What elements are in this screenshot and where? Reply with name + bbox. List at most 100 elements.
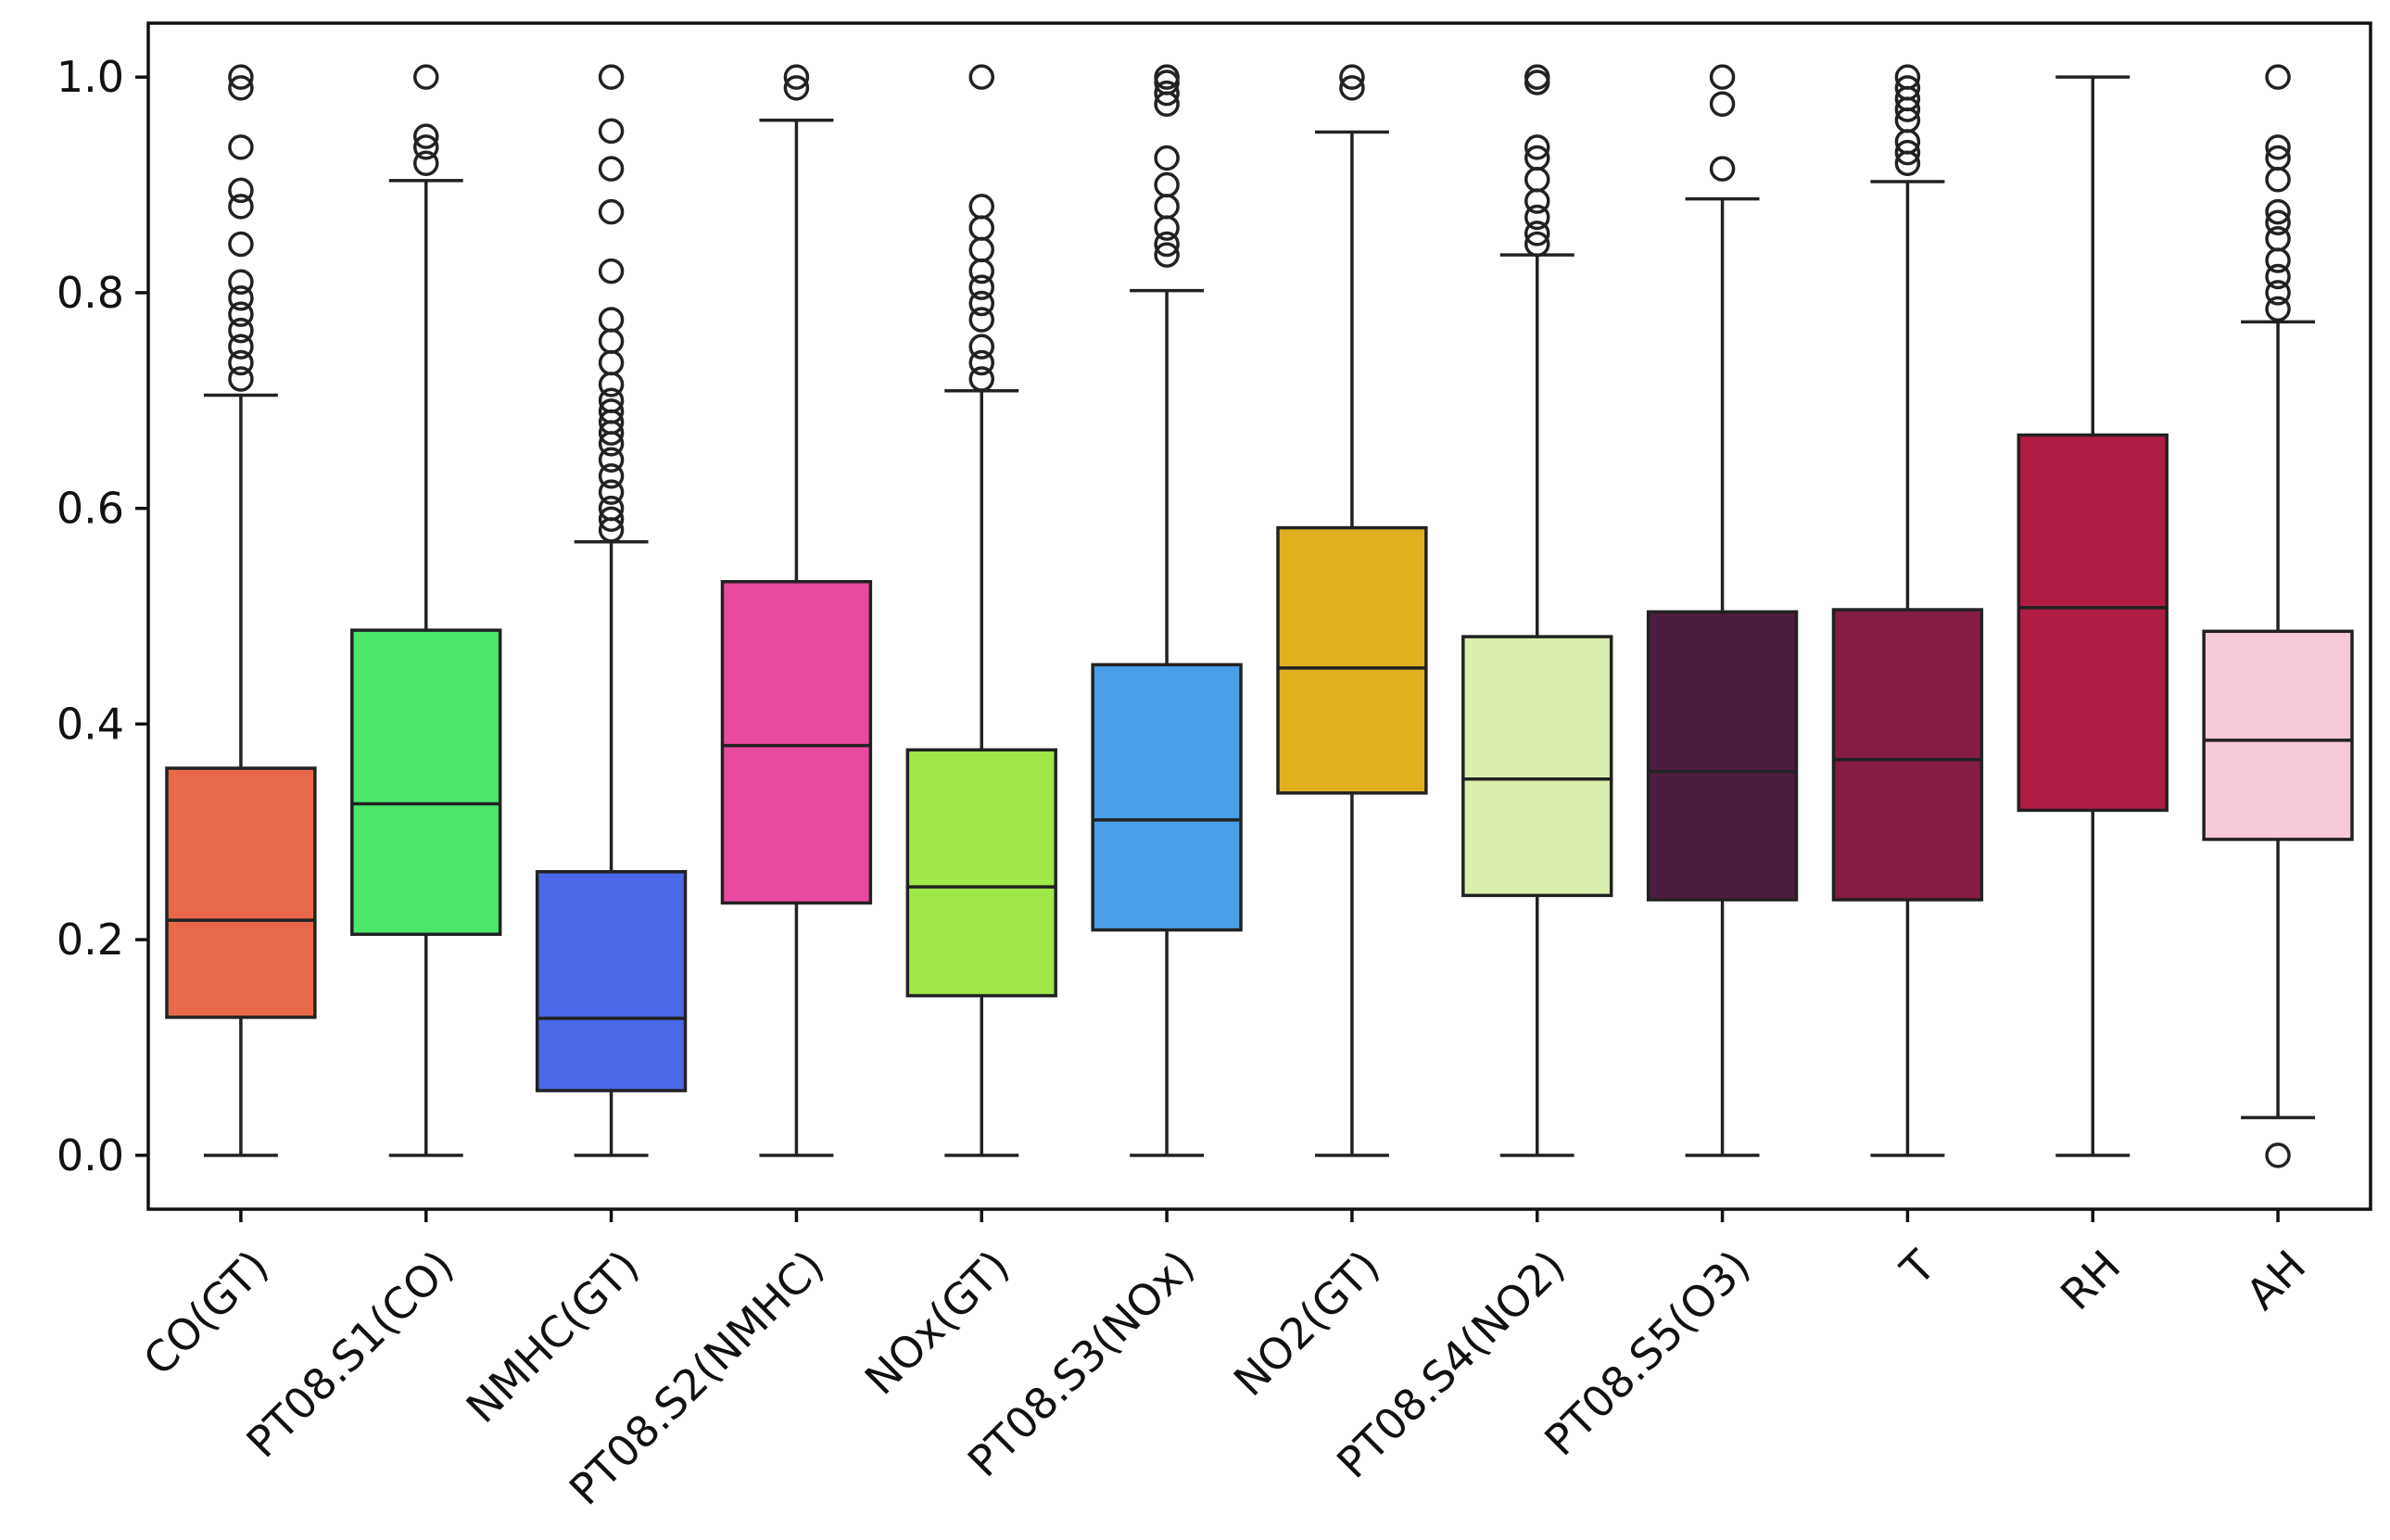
box (2202, 629, 2354, 841)
outlier-point (1154, 171, 1180, 198)
outlier-point (1339, 64, 1365, 90)
outlier-point (598, 258, 625, 284)
y-tick-label: 0.2 (57, 915, 124, 965)
outlier-point (598, 387, 625, 414)
box (1831, 608, 1984, 902)
outlier-point (2265, 134, 2291, 160)
outlier-point (1154, 64, 1180, 90)
outlier-point (968, 236, 994, 263)
y-axis: 0.0 0.2 0.4 0.6 0.8 1.0 (57, 52, 148, 1180)
outlier-point (1709, 91, 1736, 118)
outlier-point (968, 334, 994, 360)
outlier-point (413, 150, 439, 177)
outlier-point (2265, 198, 2291, 225)
outlier-point (783, 64, 810, 90)
box (720, 580, 873, 905)
y-tick-label: 0.4 (57, 699, 124, 749)
outlier-point (968, 307, 994, 333)
outlier-point (968, 366, 994, 392)
x-tick-label: NOx(GT) (855, 1241, 1019, 1405)
x-tick-label: T (1891, 1240, 1945, 1294)
box (350, 628, 502, 937)
outlier-point (2265, 1142, 2291, 1168)
outlier-point (2265, 64, 2291, 90)
outlier-point (1154, 231, 1180, 258)
x-tick-label: NMHC(GT) (457, 1241, 649, 1433)
outlier-point (783, 75, 810, 101)
outlier-point (2265, 247, 2291, 273)
outlier-point (598, 447, 625, 473)
outlier-point (413, 123, 439, 149)
outlier-point (1154, 242, 1180, 268)
outlier-point (1524, 188, 1550, 214)
outlier-point (598, 328, 625, 355)
outlier-point (228, 301, 254, 327)
outlier-point (1154, 145, 1180, 171)
outlier-point (1524, 166, 1550, 193)
box-group (1646, 64, 1799, 1157)
outlier-point (1524, 221, 1550, 246)
outlier-point (968, 215, 994, 241)
outlier-point (228, 366, 254, 392)
x-tick-label: RH (2051, 1241, 2130, 1319)
box (905, 748, 1057, 998)
box-group (2202, 64, 2354, 1168)
outlier-point (413, 134, 439, 160)
box-group (905, 64, 1057, 1157)
x-tick-label: CO(GT) (133, 1241, 278, 1385)
box (1276, 525, 1428, 795)
y-tick-label: 0.8 (57, 268, 124, 318)
box-group (1276, 64, 1428, 1157)
outlier-point (1894, 139, 1921, 166)
outlier-point (228, 64, 254, 90)
box-group (1461, 64, 1613, 1157)
box (1091, 663, 1243, 932)
outlier-point (228, 334, 254, 360)
outlier-point (2265, 166, 2291, 193)
outlier-point (2265, 263, 2291, 290)
outlier-point (2265, 280, 2291, 306)
boxes-layer (165, 64, 2354, 1168)
outlier-point (228, 231, 254, 258)
outlier-point (1524, 231, 1550, 258)
outlier-point (228, 177, 254, 204)
y-tick-label: 0.0 (57, 1130, 124, 1180)
outlier-point (228, 284, 254, 311)
outlier-point (968, 349, 994, 376)
outlier-point (1524, 204, 1550, 231)
outlier-point (228, 317, 254, 344)
outlier-point (228, 75, 254, 101)
outlier-point (1154, 194, 1180, 220)
outlier-point (1339, 75, 1365, 101)
outlier-point (2265, 296, 2291, 322)
box (2017, 433, 2169, 813)
outlier-point (228, 134, 254, 160)
outlier-point (968, 64, 994, 90)
outlier-point (598, 156, 625, 182)
outlier-point (2265, 145, 2291, 171)
y-tick-label: 1.0 (57, 52, 124, 102)
outlier-point (598, 479, 625, 505)
outlier-point (598, 506, 625, 533)
box-group (1831, 64, 1984, 1157)
outlier-point (228, 349, 254, 376)
outlier-point (598, 64, 625, 90)
box (165, 766, 317, 1019)
box-group (535, 64, 688, 1157)
x-tick-label: NO2(GT) (1224, 1241, 1389, 1406)
outlier-point (1709, 156, 1736, 182)
outlier-point (598, 398, 625, 424)
outlier-point (1524, 64, 1550, 90)
outlier-point (2265, 225, 2291, 252)
outlier-point (1154, 80, 1180, 107)
box-group (720, 64, 873, 1157)
outlier-point (968, 274, 994, 300)
outlier-point (598, 118, 625, 145)
box (535, 870, 688, 1092)
outlier-point (1524, 69, 1550, 95)
outlier-point (413, 64, 439, 90)
outlier-point (598, 198, 625, 225)
outlier-point (598, 462, 625, 489)
